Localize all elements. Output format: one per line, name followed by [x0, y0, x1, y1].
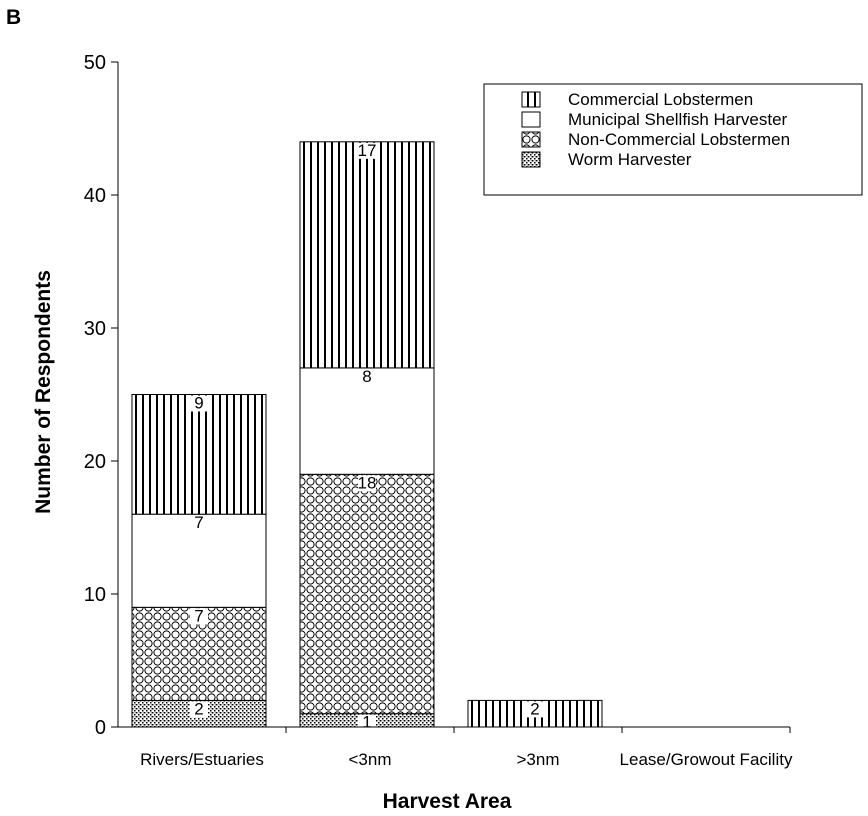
legend-box [483, 83, 863, 196]
x-axis-title: Harvest Area [383, 790, 512, 813]
x-tick-label: <3nm [349, 750, 392, 769]
data-label: 18 [358, 473, 377, 492]
y-tick-label: 40 [84, 185, 106, 207]
data-label: 7 [194, 606, 203, 625]
data-label-bg [358, 368, 376, 385]
data-label-bg [190, 608, 208, 625]
y-tick-label: 30 [84, 318, 106, 340]
bar-segment [131, 394, 267, 515]
y-tick-label: 20 [84, 451, 106, 473]
y-tick-label: 10 [84, 584, 106, 606]
x-ticks: Rivers/Estuaries <3nm >3nm Lease/Growout Fa… [140, 727, 793, 769]
y-tick-label: 50 [84, 52, 106, 74]
data-label: 9 [194, 394, 203, 413]
data-label-bg [358, 142, 376, 159]
y-ticks: 0 10 20 30 40 50 [84, 52, 118, 739]
legend-label: Municipal Shellfish Harvester [568, 110, 788, 129]
data-label: 7 [194, 513, 203, 532]
x-tick-label: Lease/Growout Facility [620, 750, 793, 769]
y-axis-title: Number of Respondents [32, 270, 55, 514]
legend-swatch [521, 111, 541, 128]
legend-label: Commercial Lobstermen [568, 90, 753, 109]
plot-area: 2 7 7 9 1 18 8 17 2 [131, 141, 603, 732]
x-tick-label: Rivers/Estuaries [140, 750, 264, 769]
data-label-bg [526, 701, 544, 718]
legend-swatch [521, 131, 541, 148]
data-label: 2 [194, 699, 203, 718]
panel-letter: B [6, 6, 21, 29]
bar-segment [299, 473, 435, 715]
bar-segment [299, 141, 435, 369]
data-label-bg [190, 395, 208, 412]
bar-segment [299, 367, 435, 475]
data-label-bg [190, 515, 208, 532]
legend-label: Worm Harvester [568, 150, 692, 169]
legend-swatch [521, 91, 541, 108]
x-tick-label: >3nm [517, 750, 560, 769]
data-label: 1 [362, 713, 371, 732]
legend-label: Non-Commercial Lobstermen [568, 130, 790, 149]
data-label: 8 [362, 367, 371, 386]
data-label-bg [190, 701, 208, 718]
data-label: 17 [358, 141, 377, 160]
data-label: 2 [530, 699, 539, 718]
y-tick-label: 0 [95, 717, 106, 739]
data-label-bg [358, 475, 376, 492]
legend-swatch [521, 151, 541, 168]
